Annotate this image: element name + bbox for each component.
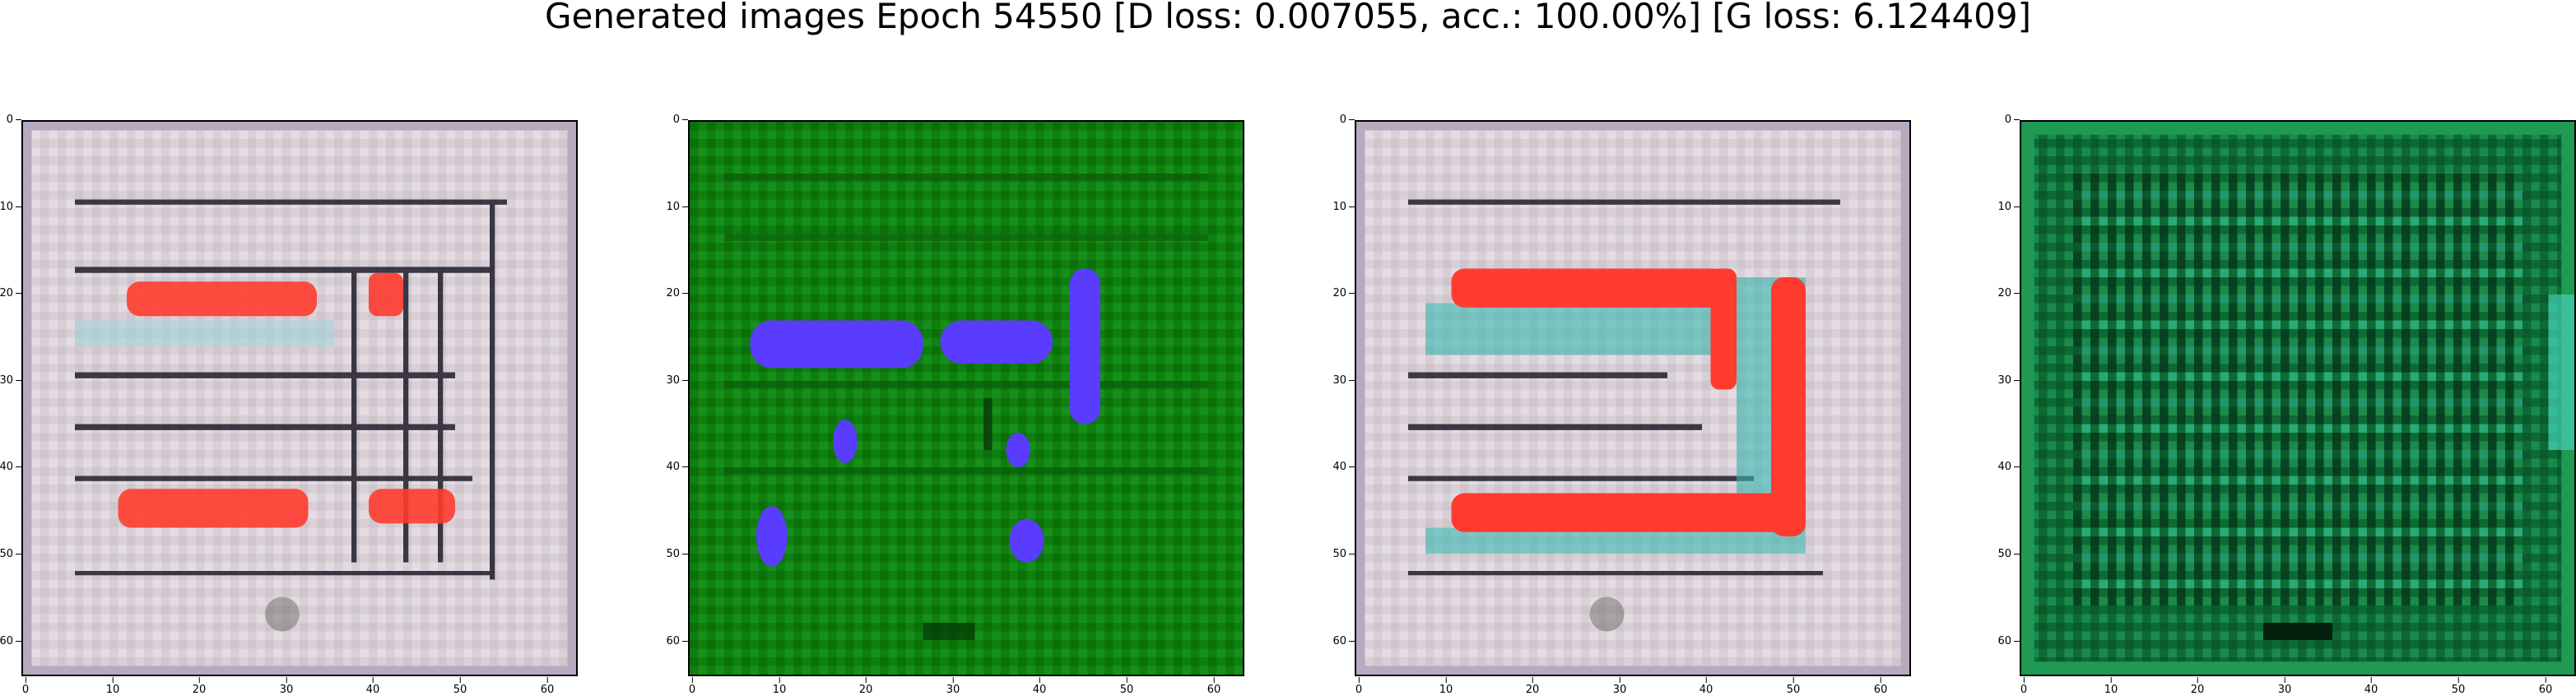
- x-tick-label: 30: [1612, 677, 1627, 696]
- x-tick-label: 40: [2364, 677, 2378, 696]
- x-tick-label: 60: [1207, 677, 1221, 696]
- x-tick-label: 40: [1699, 677, 1713, 696]
- generated-image-2: [688, 120, 1244, 676]
- y-tick-label: 50: [0, 548, 21, 560]
- x-tick-label: 10: [1439, 677, 1453, 696]
- generated-image-3: [1355, 120, 1911, 676]
- x-tick-label: 50: [1119, 677, 1134, 696]
- x-tick-label: 20: [1525, 677, 1540, 696]
- y-tick-label: 30: [1332, 374, 1355, 387]
- x-tick-label: 50: [1786, 677, 1801, 696]
- x-tick-label: 50: [2451, 677, 2466, 696]
- x-tick-label: 20: [858, 677, 873, 696]
- y-tick-label: 30: [1997, 374, 2020, 387]
- image-panel-3: 0 10 20 30 40 50 60 0 10 20 30 40 50 60: [1332, 114, 1911, 696]
- y-tick-label: 40: [1332, 461, 1355, 473]
- y-tick-label: 0: [672, 114, 689, 126]
- y-tick-label: 20: [0, 287, 21, 299]
- y-tick-label: 20: [666, 287, 688, 299]
- figure-title: Generated images Epoch 54550 [D loss: 0.…: [544, 0, 2032, 36]
- y-tick-label: 60: [1332, 635, 1355, 647]
- y-tick-label: 20: [1997, 287, 2020, 299]
- x-tick-label: 20: [192, 677, 207, 696]
- x-tick-label: 0: [688, 677, 696, 696]
- y-tick-label: 10: [1997, 201, 2020, 213]
- x-tick-label: 0: [1355, 677, 1363, 696]
- x-tick-label: 60: [2538, 677, 2553, 696]
- y-tick-label: 60: [1997, 635, 2020, 647]
- y-tick-label: 30: [666, 374, 688, 387]
- x-tick-label: 30: [2277, 677, 2292, 696]
- y-tick-label: 60: [666, 635, 688, 647]
- x-tick-label: 50: [453, 677, 467, 696]
- y-tick-label: 40: [0, 461, 21, 473]
- y-tick-label: 60: [0, 635, 21, 647]
- y-tick-label: 10: [0, 201, 21, 213]
- y-tick-label: 50: [1332, 548, 1355, 560]
- image-panel-2: 0 10 20 30 40 50 60 0 10 20 30 40 50 60: [666, 114, 1244, 696]
- x-tick-label: 10: [105, 677, 120, 696]
- y-tick-label: 50: [1997, 548, 2020, 560]
- y-tick-label: 10: [666, 201, 688, 213]
- x-tick-label: 40: [365, 677, 380, 696]
- generated-image-4: [2020, 120, 2576, 676]
- x-tick-label: 40: [1032, 677, 1047, 696]
- y-tick-label: 40: [666, 461, 688, 473]
- image-panel-4: 0 10 20 30 40 50 60 0 10 20 30 40 50 60: [1997, 114, 2576, 696]
- image-panel-1: 0 10 20 30 40 50 60 0 10 20 30 40 50 60: [0, 114, 578, 696]
- x-tick-label: 0: [2020, 677, 2028, 696]
- x-tick-label: 10: [772, 677, 787, 696]
- y-tick-label: 20: [1332, 287, 1355, 299]
- y-tick-label: 10: [1332, 201, 1355, 213]
- y-tick-label: 0: [1339, 114, 1355, 126]
- y-tick-label: 50: [666, 548, 688, 560]
- y-tick-label: 0: [6, 114, 22, 126]
- x-tick-label: 30: [946, 677, 960, 696]
- x-tick-label: 60: [540, 677, 555, 696]
- generated-image-1: [21, 120, 578, 676]
- y-tick-label: 30: [0, 374, 21, 387]
- y-tick-label: 40: [1997, 461, 2020, 473]
- x-tick-label: 20: [2190, 677, 2205, 696]
- x-tick-label: 60: [1873, 677, 1888, 696]
- x-tick-label: 0: [21, 677, 30, 696]
- x-tick-label: 10: [2104, 677, 2118, 696]
- x-tick-label: 30: [279, 677, 294, 696]
- y-tick-label: 0: [2004, 114, 2020, 126]
